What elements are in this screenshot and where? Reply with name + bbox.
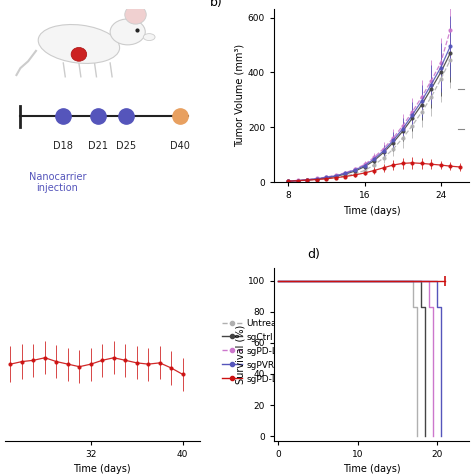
Legend: Untreated, sgCtrl, sgPD-L1/Ctrl, sgPVR/Ctrl, sgPD-L1/PVR: Untreated, sgCtrl, sgPD-L1/Ctrl, sgPVR/C… — [220, 317, 305, 385]
Text: D25: D25 — [116, 141, 136, 151]
Text: Nanocarrier
injection: Nanocarrier injection — [29, 172, 86, 193]
X-axis label: Time (days): Time (days) — [73, 465, 131, 474]
Y-axis label: Survival (%): Survival (%) — [235, 325, 245, 384]
Circle shape — [125, 5, 146, 24]
Text: b): b) — [210, 0, 222, 9]
Ellipse shape — [110, 19, 145, 45]
Ellipse shape — [38, 25, 119, 64]
Text: D18: D18 — [54, 141, 73, 151]
Y-axis label: Tumor Volume (mm³): Tumor Volume (mm³) — [235, 44, 245, 147]
Text: d): d) — [307, 248, 320, 261]
Text: D40: D40 — [171, 141, 191, 151]
Circle shape — [71, 47, 87, 61]
Ellipse shape — [143, 34, 155, 41]
Text: D21: D21 — [89, 141, 109, 151]
X-axis label: Time (days): Time (days) — [343, 465, 401, 474]
X-axis label: Time (days): Time (days) — [343, 206, 401, 216]
